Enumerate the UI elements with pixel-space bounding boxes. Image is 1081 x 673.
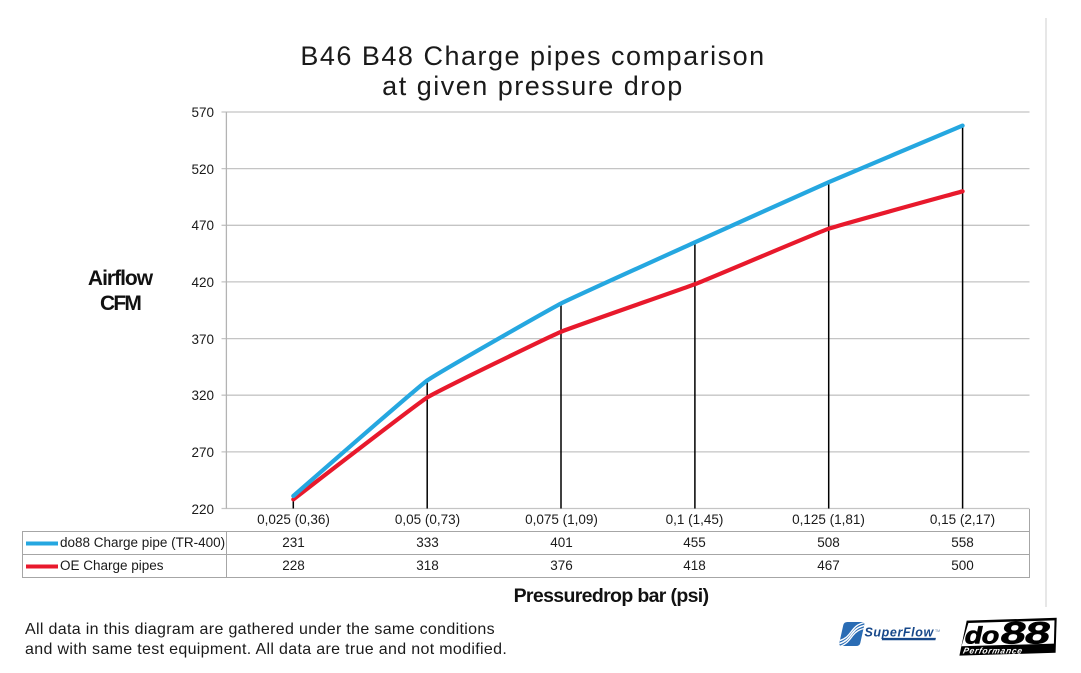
svg-text:88: 88	[997, 617, 1053, 651]
svg-text:do: do	[962, 622, 1002, 649]
svg-text:TM: TM	[935, 629, 940, 633]
svg-text:SuperFlow: SuperFlow	[865, 626, 935, 640]
svg-text:Performance: Performance	[962, 645, 1024, 655]
